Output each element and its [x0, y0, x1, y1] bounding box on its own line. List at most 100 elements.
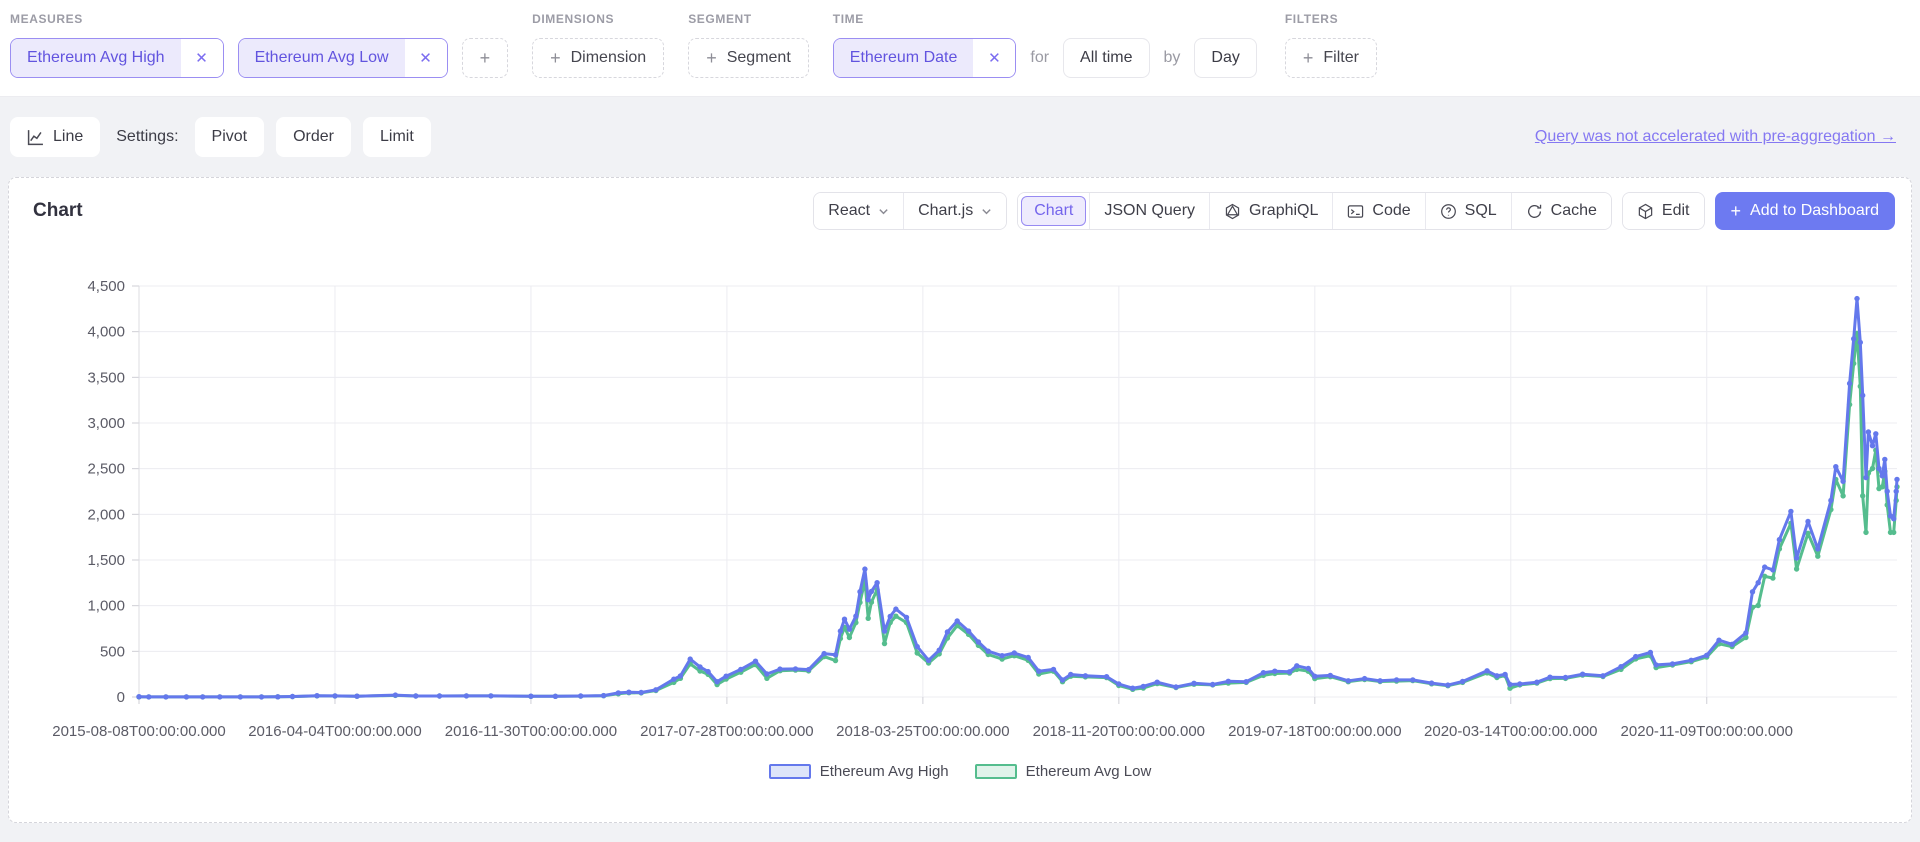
- measure-pill-avg-low[interactable]: Ethereum Avg Low ✕: [237, 38, 448, 78]
- legend-item-avg-high[interactable]: Ethereum Avg High: [768, 763, 949, 780]
- framework-select[interactable]: React: [814, 193, 904, 229]
- chart-card: Chart React Chart.js Chart JSON Query: [8, 177, 1912, 823]
- add-dimension-label: Dimension: [570, 49, 647, 66]
- plus-icon: +: [1302, 48, 1314, 68]
- add-filter-label: Filter: [1323, 49, 1359, 66]
- edit-button-label: Edit: [1661, 202, 1690, 219]
- segment-section: SEGMENT + Segment: [688, 12, 809, 78]
- plus-icon: +: [1730, 200, 1742, 221]
- time-label: TIME: [832, 12, 864, 26]
- tab-chart[interactable]: Chart: [1018, 193, 1090, 229]
- dimensions-section: DIMENSIONS + Dimension: [532, 12, 665, 78]
- time-section: TIME Ethereum Date ✕ for All time by Day: [832, 12, 1257, 78]
- tab-cache[interactable]: Cache: [1510, 193, 1611, 229]
- remove-measure-icon[interactable]: ✕: [404, 39, 447, 77]
- view-tabs-group: Chart JSON Query GraphiQL Code: [1017, 192, 1612, 230]
- library-select[interactable]: Chart.js: [903, 193, 1007, 229]
- legend-label: Ethereum Avg Low: [1025, 763, 1152, 780]
- svg-text:3,500: 3,500: [87, 369, 125, 386]
- for-label: for: [1030, 49, 1050, 66]
- svg-text:1,500: 1,500: [87, 552, 125, 569]
- plus-icon: +: [706, 48, 717, 68]
- tab-code[interactable]: Code: [1332, 193, 1425, 229]
- chevron-down-icon: [878, 206, 889, 217]
- library-label: Chart.js: [918, 202, 974, 219]
- add-to-dashboard-button[interactable]: + Add to Dashboard: [1714, 192, 1895, 230]
- granularity-button[interactable]: Day: [1194, 38, 1257, 78]
- filters-label: FILTERS: [1284, 12, 1339, 26]
- framework-label: React: [828, 202, 871, 219]
- svg-text:2015-08-08T00:00:00.000: 2015-08-08T00:00:00.000: [52, 723, 225, 740]
- svg-text:2016-11-30T00:00:00.000: 2016-11-30T00:00:00.000: [445, 723, 617, 740]
- chart-type-button[interactable]: Line: [10, 117, 101, 157]
- settings-label: Settings:: [116, 128, 179, 145]
- tab-sql-label: SQL: [1464, 202, 1497, 219]
- segment-label: SEGMENT: [688, 12, 752, 26]
- chevron-down-icon: [981, 206, 992, 217]
- svg-text:3,000: 3,000: [87, 415, 125, 432]
- tab-sql[interactable]: SQL: [1424, 193, 1511, 229]
- measure-pill-avg-high[interactable]: Ethereum Avg High ✕: [10, 38, 224, 78]
- svg-text:2,500: 2,500: [87, 461, 125, 478]
- measures-section: MEASURES Ethereum Avg High ✕ Ethereum Av…: [10, 12, 509, 78]
- line-chart: 0 500 1,000 1,500 2,000 2,500 3,000 3,500 4,000 4…: [52, 278, 1900, 740]
- add-segment-label: Segment: [726, 49, 791, 66]
- filters-section: FILTERS + Filter: [1284, 12, 1377, 78]
- edit-button[interactable]: Edit: [1622, 193, 1704, 229]
- legend-swatch-avg-low: [974, 764, 1017, 779]
- legend-item-avg-low[interactable]: Ethereum Avg Low: [974, 763, 1152, 780]
- chart-card-header: Chart React Chart.js Chart JSON Query: [9, 178, 1911, 236]
- pivot-button[interactable]: Pivot: [194, 117, 265, 157]
- time-dimension-pill[interactable]: Ethereum Date ✕: [832, 38, 1017, 78]
- tab-json-query[interactable]: JSON Query: [1089, 193, 1210, 229]
- date-range-button[interactable]: All time: [1063, 38, 1150, 78]
- framework-select-group: React Chart.js: [813, 192, 1008, 230]
- time-dimension-label[interactable]: Ethereum Date: [833, 39, 974, 77]
- svg-text:2019-07-18T00:00:00.000: 2019-07-18T00:00:00.000: [1228, 723, 1401, 740]
- svg-text:2016-04-04T00:00:00.000: 2016-04-04T00:00:00.000: [248, 723, 421, 740]
- dimensions-label: DIMENSIONS: [532, 12, 615, 26]
- order-button[interactable]: Order: [276, 117, 351, 157]
- tab-code-label: Code: [1372, 202, 1411, 219]
- svg-text:2020-03-14T00:00:00.000: 2020-03-14T00:00:00.000: [1424, 723, 1597, 740]
- svg-text:4,000: 4,000: [87, 324, 125, 341]
- page-title: Chart: [33, 200, 83, 221]
- tab-graphiql[interactable]: GraphiQL: [1209, 193, 1333, 229]
- refresh-icon: [1526, 203, 1543, 220]
- tab-graphiql-label: GraphiQL: [1249, 202, 1319, 219]
- svg-text:4,500: 4,500: [87, 278, 125, 295]
- measure-pill-label[interactable]: Ethereum Avg High: [11, 39, 181, 77]
- add-measure-button[interactable]: +: [461, 38, 509, 78]
- add-segment-button[interactable]: + Segment: [688, 38, 809, 78]
- chart-type-label: Line: [53, 128, 84, 145]
- svg-text:2020-11-09T00:00:00.000: 2020-11-09T00:00:00.000: [1621, 723, 1793, 740]
- remove-measure-icon[interactable]: ✕: [180, 39, 223, 77]
- by-label: by: [1163, 49, 1181, 66]
- svg-text:0: 0: [117, 689, 125, 706]
- limit-button[interactable]: Limit: [363, 117, 431, 157]
- plus-icon: +: [550, 48, 561, 68]
- svg-text:1,000: 1,000: [87, 598, 125, 615]
- svg-text:2018-03-25T00:00:00.000: 2018-03-25T00:00:00.000: [836, 723, 1009, 740]
- add-dimension-button[interactable]: + Dimension: [532, 38, 665, 78]
- tab-chart-label[interactable]: Chart: [1021, 196, 1087, 226]
- edit-button-group: Edit: [1621, 192, 1705, 230]
- svg-text:500: 500: [100, 643, 125, 660]
- legend-label: Ethereum Avg High: [819, 763, 949, 780]
- query-builder-bar: MEASURES Ethereum Avg High ✕ Ethereum Av…: [0, 0, 1920, 97]
- measures-label: MEASURES: [10, 12, 83, 26]
- svg-text:2017-07-28T00:00:00.000: 2017-07-28T00:00:00.000: [640, 723, 813, 740]
- chart-legend: Ethereum Avg High Ethereum Avg Low: [9, 763, 1911, 780]
- measure-pill-label[interactable]: Ethereum Avg Low: [238, 39, 405, 77]
- add-filter-button[interactable]: + Filter: [1284, 38, 1377, 78]
- graphql-icon: [1224, 203, 1241, 220]
- terminal-icon: [1347, 203, 1364, 220]
- question-circle-icon: [1440, 203, 1457, 220]
- chart-area: 0 500 1,000 1,500 2,000 2,500 3,000 3,500 4,000 4…: [9, 236, 1911, 780]
- legend-swatch-avg-high: [768, 764, 811, 779]
- remove-time-dimension-icon[interactable]: ✕: [973, 39, 1016, 77]
- chart-toolbar: Line Settings: Pivot Order Limit Query w…: [0, 97, 1920, 177]
- preaggregation-link[interactable]: Query was not accelerated with pre-aggre…: [1534, 128, 1896, 145]
- plus-icon: +: [479, 48, 491, 68]
- svg-text:2,000: 2,000: [87, 506, 125, 523]
